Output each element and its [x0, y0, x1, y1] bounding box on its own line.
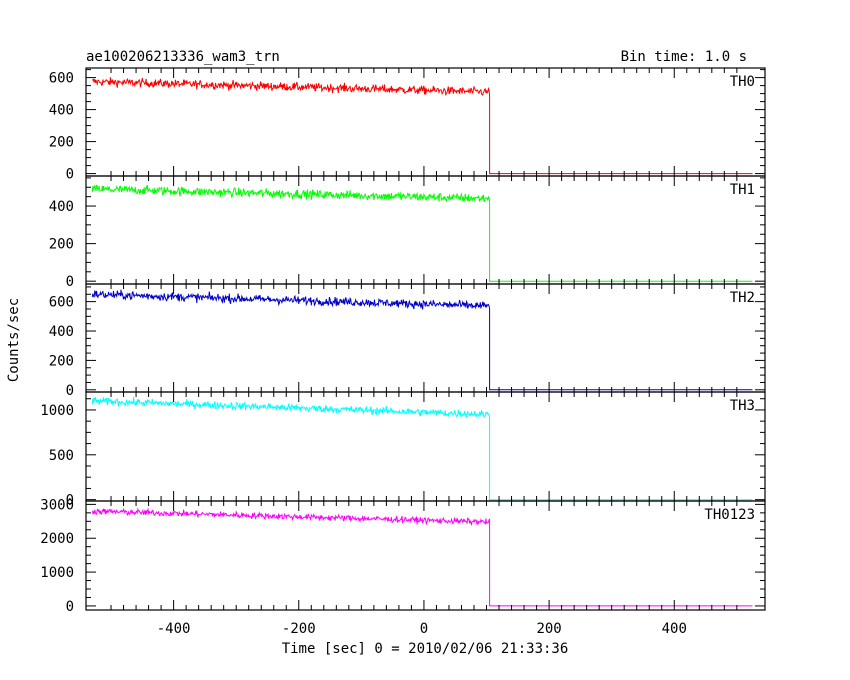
y-tick-label: 500: [49, 448, 74, 464]
panel-frame-th3: [85, 391, 766, 502]
panel-label-th0123: TH0123: [704, 507, 755, 523]
y-tick-label: 3000: [40, 497, 74, 513]
y-tick-label: 0: [66, 167, 74, 183]
y-tick-label: 0: [66, 493, 74, 509]
panel-frame-th0: [85, 67, 766, 177]
panel-label-th3: TH3: [730, 398, 755, 414]
x-tick-label: 400: [662, 621, 687, 637]
y-tick-label: 200: [49, 353, 74, 369]
y-tick-label: 0: [66, 274, 74, 290]
series-line-th0: [91, 77, 753, 175]
panel-label-th0: TH0: [730, 74, 755, 90]
series-line-th2: [91, 289, 753, 391]
panel-th2: TH2 0 200 400 600: [49, 283, 766, 399]
y-tick-label: 400: [49, 103, 74, 119]
series-line-th0123: [91, 507, 753, 607]
y-tick-label: 0: [66, 383, 74, 399]
x-tick-label: 0: [420, 621, 428, 637]
panels-group: TH0 0 200 400 600 TH1 0 200 400 TH2 0 200 400 600 TH3 0…: [40, 67, 766, 637]
panel-label-th1: TH1: [730, 182, 755, 198]
y-tick-label: 2000: [40, 531, 74, 547]
panel-label-th2: TH2: [730, 290, 755, 306]
series-line-th1: [91, 184, 753, 282]
y-axis-label: Counts/sec: [6, 298, 22, 382]
y-tick-label: 600: [49, 71, 74, 87]
y-tick-label: 0: [66, 599, 74, 615]
y-tick-label: 1000: [40, 403, 74, 419]
chart-title: ae100206213336_wam3_trn: [86, 49, 280, 65]
y-tick-label: 600: [49, 295, 74, 311]
panel-th0123: TH0123 0 1000 2000 3000: [40, 497, 766, 615]
series-line-th3: [91, 397, 753, 501]
y-tick-label: 400: [49, 324, 74, 340]
x-tick-label: 200: [536, 621, 561, 637]
panel-frame-th2: [85, 283, 766, 393]
panel-th1: TH1 0 200 400: [49, 175, 766, 290]
y-tick-label: 400: [49, 199, 74, 215]
x-tick-label: -400: [157, 621, 191, 637]
x-axis-label: Time [sec] 0 = 2010/02/06 21:33:36: [282, 641, 569, 657]
y-tick-label: 200: [49, 237, 74, 253]
y-tick-label: 200: [49, 135, 74, 151]
panel-th3: TH3 0 500 1000: [40, 391, 766, 509]
x-tick-label: -200: [282, 621, 316, 637]
panel-th0: TH0 0 200 400 600: [49, 67, 766, 183]
bin-time-label: Bin time: 1.0 s: [621, 49, 747, 65]
y-tick-label: 1000: [40, 565, 74, 581]
